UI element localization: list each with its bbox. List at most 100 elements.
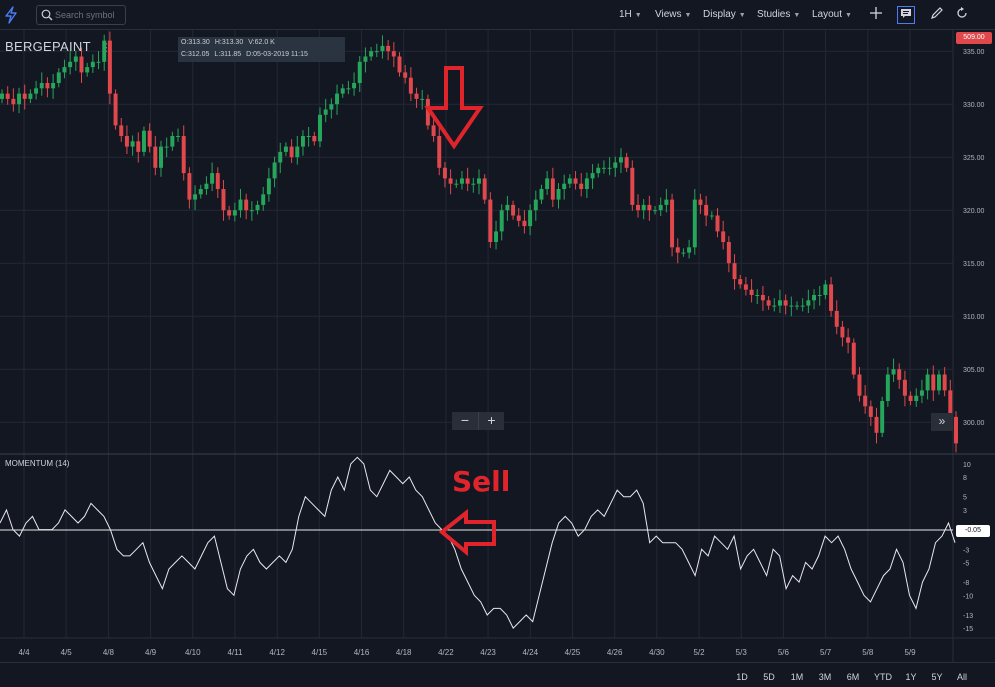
ohlc-close: C:312.05: [181, 51, 210, 58]
candle-body: [221, 189, 226, 211]
price-tick-label: 300.00: [963, 420, 985, 427]
candle-body: [647, 204, 652, 211]
candle-body: [772, 305, 777, 307]
time-tick-label: 4/18: [396, 648, 412, 657]
candle-body: [715, 215, 720, 232]
candle-body: [357, 61, 362, 83]
price-tick-label: 305.00: [963, 367, 985, 374]
more-options-icon[interactable]: ⋮: [101, 42, 112, 54]
candle-body: [658, 204, 663, 211]
range-button-1d[interactable]: 1D: [736, 672, 748, 682]
candle-body: [318, 114, 322, 142]
price-chart[interactable]: 335.00 330.00 325.00 320.00 315.00 310.00 305.…: [0, 30, 995, 662]
zoom-controls: − +: [452, 412, 504, 430]
scroll-to-latest-button[interactable]: »: [931, 413, 953, 431]
price-axis[interactable]: 335.00 330.00 325.00 320.00 315.00 310.00 305.…: [963, 49, 985, 427]
price-tick-label: 315.00: [963, 261, 985, 268]
symbol-search[interactable]: [36, 5, 126, 25]
candle-body: [232, 210, 237, 216]
candle-body: [919, 390, 924, 396]
candle-body: [494, 231, 499, 242]
candle-body: [454, 183, 459, 185]
candle-body: [181, 136, 186, 174]
time-tick-label: 4/22: [438, 648, 454, 657]
momentum-axis[interactable]: 108530-3-5-8-10-13-15: [963, 462, 973, 633]
candle-body: [954, 416, 958, 444]
candle-body: [374, 51, 379, 53]
chevron-down-icon: ▼: [793, 12, 801, 19]
candle-body: [465, 178, 470, 184]
momentum-tick-label: -13: [963, 613, 973, 620]
candle-body: [102, 40, 107, 62]
candle-body: [601, 167, 606, 169]
candle-body: [448, 178, 453, 184]
layout-menu[interactable]: Layout ▼: [812, 9, 852, 20]
candle-body: [414, 93, 419, 99]
range-button-5y[interactable]: 5Y: [931, 672, 943, 682]
refresh-icon[interactable]: [953, 6, 971, 24]
candle-body: [749, 289, 754, 295]
candle-body: [522, 220, 527, 227]
zoom-out-button[interactable]: −: [460, 412, 470, 428]
candle-body: [675, 247, 680, 253]
range-button-1m[interactable]: 1M: [790, 672, 804, 682]
interval-dropdown[interactable]: 1H ▼: [619, 9, 642, 20]
candle-body: [210, 173, 215, 184]
price-tick-label: 320.00: [963, 208, 985, 215]
candle-body: [300, 136, 305, 147]
candle-body: [266, 178, 271, 195]
range-button-5d[interactable]: 5D: [763, 672, 775, 682]
studies-menu[interactable]: Studies ▼: [757, 9, 800, 20]
range-button-all[interactable]: All: [956, 672, 967, 682]
candle-body: [863, 395, 868, 407]
candle-body: [511, 204, 516, 216]
candle-body: [806, 300, 811, 306]
candlestick-series: [0, 31, 958, 453]
candle-body: [79, 56, 84, 73]
candle-body: [28, 93, 33, 99]
momentum-tick-label: -10: [963, 593, 973, 600]
range-button-3m[interactable]: 3M: [818, 672, 832, 682]
candle-body: [874, 416, 879, 433]
candle-body: [85, 67, 90, 73]
range-button-1y[interactable]: 1Y: [905, 672, 917, 682]
search-input[interactable]: [55, 8, 123, 22]
candle-body: [562, 183, 567, 189]
candle-body: [914, 395, 919, 401]
candle-body: [51, 83, 56, 89]
range-button-6m[interactable]: 6M: [846, 672, 860, 682]
crosshair-plus-icon[interactable]: [867, 6, 885, 24]
symbol-name[interactable]: BERGEPAINT: [5, 39, 91, 54]
pencil-icon[interactable]: [928, 6, 946, 24]
candle-body: [482, 178, 487, 200]
candle-body: [215, 173, 220, 189]
candle-body: [119, 125, 124, 136]
candle-body: [777, 300, 782, 306]
time-tick-label: 4/26: [607, 648, 623, 657]
lightning-logo-icon[interactable]: [4, 6, 20, 24]
zoom-in-button[interactable]: +: [478, 412, 504, 430]
candle-body: [607, 167, 612, 169]
momentum-tick-label: 10: [963, 462, 971, 469]
momentum-line: [0, 456, 956, 629]
time-tick-label: 5/7: [820, 648, 832, 657]
candle-body: [499, 210, 504, 232]
range-button-ytd[interactable]: YTD: [874, 672, 892, 682]
candle-body: [130, 141, 135, 147]
candle-body: [653, 210, 658, 212]
price-tick-label: 310.00: [963, 314, 985, 321]
time-axis[interactable]: 4/4 4/5 4/8 4/9 4/10 4/11 4/12 4/15 4/16 4/18 4/22…: [18, 648, 916, 657]
indicator-label[interactable]: MOMENTUM (14): [5, 459, 70, 468]
comment-icon[interactable]: [897, 6, 915, 24]
candle-body: [692, 199, 697, 248]
display-menu[interactable]: Display ▼: [703, 9, 746, 20]
candle-body: [227, 210, 232, 216]
candle-body: [812, 295, 817, 301]
candle-body: [624, 157, 629, 168]
candle-body: [868, 406, 873, 417]
candle-body: [403, 72, 408, 78]
views-menu[interactable]: Views ▼: [655, 9, 691, 20]
candle-body: [34, 88, 39, 94]
candle-body: [141, 130, 146, 152]
candle-body: [766, 300, 771, 306]
